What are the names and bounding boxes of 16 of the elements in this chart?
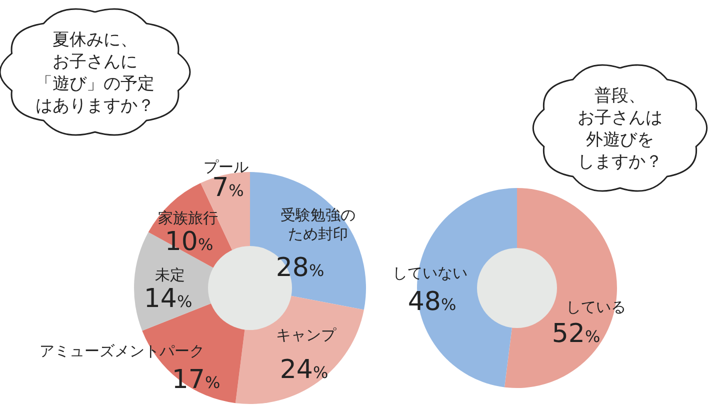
data-label: 10% (164, 227, 214, 257)
data-label: 17% (172, 365, 220, 395)
slice-label: 受験勉強のため封印 (280, 206, 356, 243)
slice-label: している (566, 298, 626, 316)
data-label: 28% (276, 253, 324, 283)
slice-label: 家族旅行 (158, 209, 218, 227)
data-label: 14% (144, 284, 192, 314)
chart-title: 普段、お子さんは外遊びをしますか？ (578, 86, 662, 172)
slice-label: キャンプ (276, 326, 337, 344)
slice-label: プール (204, 158, 248, 176)
chart-title: 夏休みに、お子さんに「遊び」の予定はありますか？ (36, 30, 154, 116)
data-label: 52% (552, 319, 600, 349)
slice-label: していない (392, 264, 468, 282)
slice-label: 未定 (155, 266, 185, 284)
data-label: 24% (280, 355, 328, 385)
data-label: 7% (212, 173, 244, 203)
